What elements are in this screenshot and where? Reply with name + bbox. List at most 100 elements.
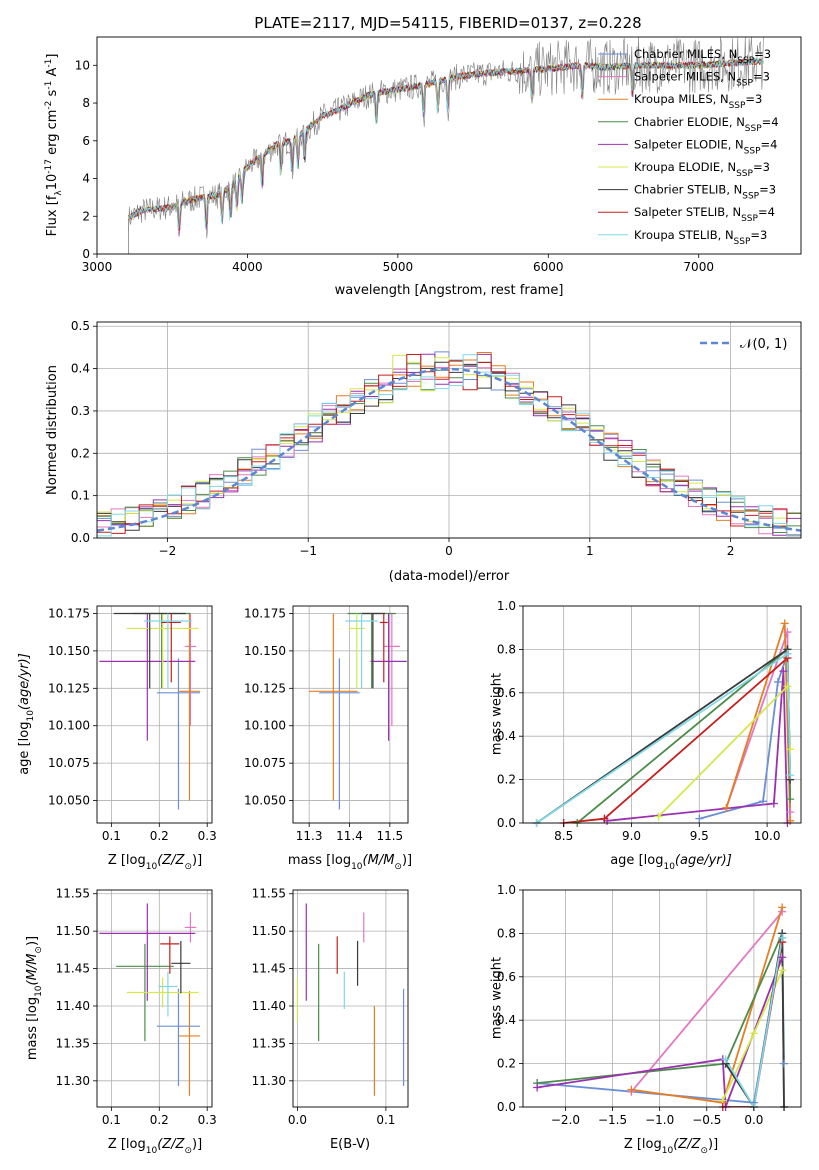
label-part: SSP [734, 237, 751, 247]
label-part: age [log [17, 722, 32, 775]
label-part: =3 [754, 47, 771, 61]
x-tick-label: 11.3 [296, 829, 323, 843]
plot-area [97, 351, 801, 537]
label-part: Z [log [108, 1137, 146, 1152]
label-part: mass [log [25, 997, 40, 1060]
y-tick-label: 10.050 [48, 794, 90, 808]
label-part: (Z/Z [673, 1137, 701, 1152]
mass-vs-metallicity-panel: 0.1 0.2 0.3 11.30 11.35 11.40 11.45 11.50 11.55 Z… [25, 887, 217, 1156]
legend-entry: Salpeter ELODIE, NSSP=4 [634, 137, 777, 156]
label-part: Salpeter STELIB, [634, 205, 732, 219]
label-part: -1 [44, 81, 54, 90]
weight-vs-age-panel: 8.5 9.0 9.5 10.0 0.0 0.2 0.4 0.6 0.8 1.0 mass weig… [490, 599, 802, 872]
x-tick-label: 0.2 [150, 829, 169, 843]
label-part: SSP [741, 214, 758, 224]
label-part: (M/M [363, 853, 395, 868]
weight-line-salpeter-miles [630, 911, 783, 1093]
label-part: Chabrier ELODIE, [634, 115, 736, 129]
label-part: 10 [146, 1146, 158, 1156]
weight-point-marker [783, 628, 792, 637]
x-tick-label: 2 [727, 544, 735, 558]
y-tick-label: 10 [75, 58, 90, 72]
y-axis-label: mass weight [490, 673, 505, 755]
y-tick-label: 0.3 [71, 404, 90, 418]
label-part: =4 [762, 115, 779, 129]
label-part: )] [192, 853, 202, 868]
x-tick-label: −1.5 [598, 1113, 627, 1127]
x-tick-label: 0.0 [744, 1113, 763, 1127]
y-tick-label: 0.4 [71, 362, 90, 376]
axes-frame [522, 605, 802, 824]
label-part: Flux [f [45, 195, 60, 236]
legend-entry: Salpeter MILES, NSSP=3 [634, 70, 770, 89]
y-tick-label: 11.40 [56, 999, 90, 1013]
weight-point-marker [773, 677, 782, 686]
label-part: =3 [745, 92, 762, 106]
plot-area [309, 612, 407, 810]
plot-area [128, 37, 764, 254]
y-tick-label: 0.5 [71, 319, 90, 333]
spectrum-panel: 3000 4000 5000 6000 7000 0 2 4 6 8 10 wavelength [A… [44, 36, 802, 298]
legend-entry: 𝒩(0, 1) [740, 337, 787, 352]
y-axis-label: mass [log10(M/M⊙)] [25, 936, 44, 1060]
x-tick-label: 0.2 [150, 1113, 169, 1127]
y-tick-label: 0.8 [497, 642, 516, 656]
label-part: )] [402, 853, 412, 868]
plot-area [99, 903, 201, 1096]
label-part: Chabrier STELIB, [634, 183, 734, 197]
y-tick-label: 11.35 [56, 1036, 90, 1050]
y-tick-label: 0.8 [497, 926, 516, 940]
weight-point-marker [778, 903, 787, 912]
label-part: s [45, 89, 60, 100]
figure-title: PLATE=2117, MJD=54115, FIBERID=0137, z=0… [254, 14, 641, 32]
x-tick-label: −1 [299, 544, 317, 558]
normal-curve [97, 367, 801, 532]
label-part: Salpeter ELODIE, [634, 137, 735, 151]
x-tick-label: 0.0 [288, 1113, 307, 1127]
y-tick-label: 0.2 [71, 446, 90, 460]
plot-area [536, 907, 785, 1107]
x-tick-label: 0 [445, 544, 453, 558]
label-part: Kroupa STELIB, [634, 228, 725, 242]
y-tick-label: 0.0 [71, 531, 90, 545]
axes-frame [292, 605, 409, 824]
y-tick-label: 11.50 [56, 924, 90, 938]
y-tick-label: 0.6 [497, 686, 516, 700]
legend-entry: Chabrier ELODIE, NSSP=4 [634, 115, 779, 134]
weight-line-kroupa-elodie [657, 684, 792, 818]
y-tick-label: 4 [82, 172, 90, 186]
label-part: -17 [44, 159, 54, 174]
y-tick-label: 0.4 [497, 1013, 516, 1027]
label-part: 10 [26, 710, 36, 722]
x-axis-label: Z [log10(Z/Z⊙)] [624, 1137, 718, 1156]
y-tick-label: 10.150 [244, 644, 286, 658]
x-tick-label: 3000 [82, 260, 113, 274]
x-tick-label: 0.3 [198, 829, 217, 843]
label-part: -1 [44, 59, 54, 68]
label-part: N [734, 183, 743, 197]
weight-line-salpeter-elodie [607, 671, 789, 823]
label-part: 10 [351, 862, 363, 872]
y-axis-label: mass weight [490, 957, 505, 1039]
weight-point-marker [759, 797, 768, 806]
label-part: N [732, 205, 741, 219]
y-tick-label: 10.050 [244, 794, 286, 808]
mass-vs-ebv-panel: 0.0 0.1 11.30 11.35 11.40 11.45 11.50 11.55 E(B-… [252, 887, 409, 1152]
label-part: Z [log [624, 1137, 662, 1152]
label-part: N [729, 47, 738, 61]
label-part: 10 [663, 862, 675, 872]
age-vs-metallicity-panel: 0.1 0.2 0.3 10.050 10.075 10.100 10.125 10.150 1… [17, 605, 217, 872]
residuals-panel: −2 −1 0 1 2 0.0 0.1 0.2 0.3 0.4 0.5 (data-model)/er… [45, 319, 802, 584]
weight-vs-metallicity-panel: −2.0 −1.5 −1.0 −0.5 0.0 0.0 0.2 0.4 0.6 0.8 1.0 mas… [490, 883, 802, 1156]
label-part: (M/M [25, 954, 40, 986]
weight-point-marker [627, 1085, 636, 1094]
axes-frame [96, 889, 213, 1108]
y-tick-label: 0 [82, 247, 90, 261]
x-axis-label: Z [log10(Z/Z⊙)] [108, 853, 202, 872]
label-part: Kroupa MILES, [634, 92, 720, 106]
x-tick-label: −0.5 [692, 1113, 721, 1127]
label-part: N [727, 160, 736, 174]
weight-point-marker [749, 1029, 758, 1038]
legend-entry: Kroupa ELODIE, NSSP=3 [634, 160, 770, 179]
y-tick-label: 8 [82, 96, 90, 110]
